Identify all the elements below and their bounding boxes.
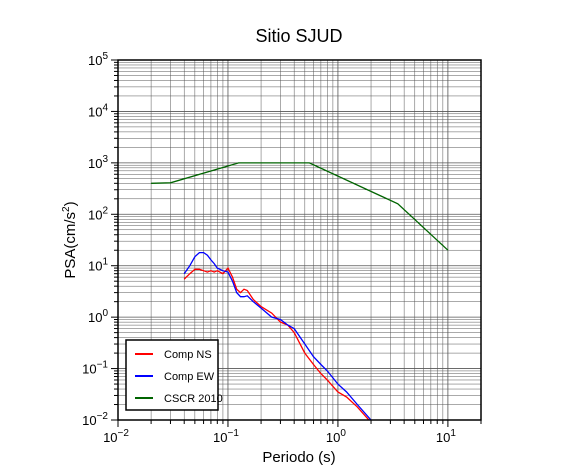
legend-label-comp-ew: Comp EW: [164, 371, 215, 383]
x-tick-label: 101: [436, 428, 456, 445]
legend: Comp NS Comp EW CSCR 2010: [125, 339, 223, 411]
y-tick-label: 10−1: [82, 360, 108, 377]
y-axis-label: PSA(cm/s2): [61, 201, 79, 278]
series-line-comp-ns: [183, 266, 370, 420]
y-tick-label: 10−2: [82, 411, 108, 428]
series-layer: [151, 162, 449, 420]
series-line-comp-ew: [183, 251, 372, 420]
x-tick-label: 10−2: [103, 428, 129, 445]
y-tick-label: 105: [88, 51, 108, 68]
legend-label-comp-ns: Comp NS: [164, 349, 212, 361]
y-tick-label: 103: [88, 154, 108, 171]
series-line-cscr-2010: [151, 162, 449, 251]
y-tick-label: 102: [88, 205, 108, 222]
y-tick-labels: 10−2 10−1 100 101 102 103 104 105: [82, 51, 108, 428]
y-tick-label: 104: [88, 102, 108, 119]
y-tick-label: 101: [88, 257, 108, 274]
chart-title: Sitio SJUD: [255, 26, 342, 46]
x-tick-labels: 10−2 10−1 100 101: [103, 428, 456, 445]
x-tick-label: 10−1: [213, 428, 239, 445]
plot-frame: [117, 59, 482, 421]
legend-label-cscr-2010: CSCR 2010: [164, 393, 223, 405]
tick-marks: [111, 59, 482, 427]
x-axis-label: Periodo (s): [262, 449, 335, 466]
y-tick-label: 100: [88, 308, 108, 325]
x-tick-label: 100: [326, 428, 346, 445]
